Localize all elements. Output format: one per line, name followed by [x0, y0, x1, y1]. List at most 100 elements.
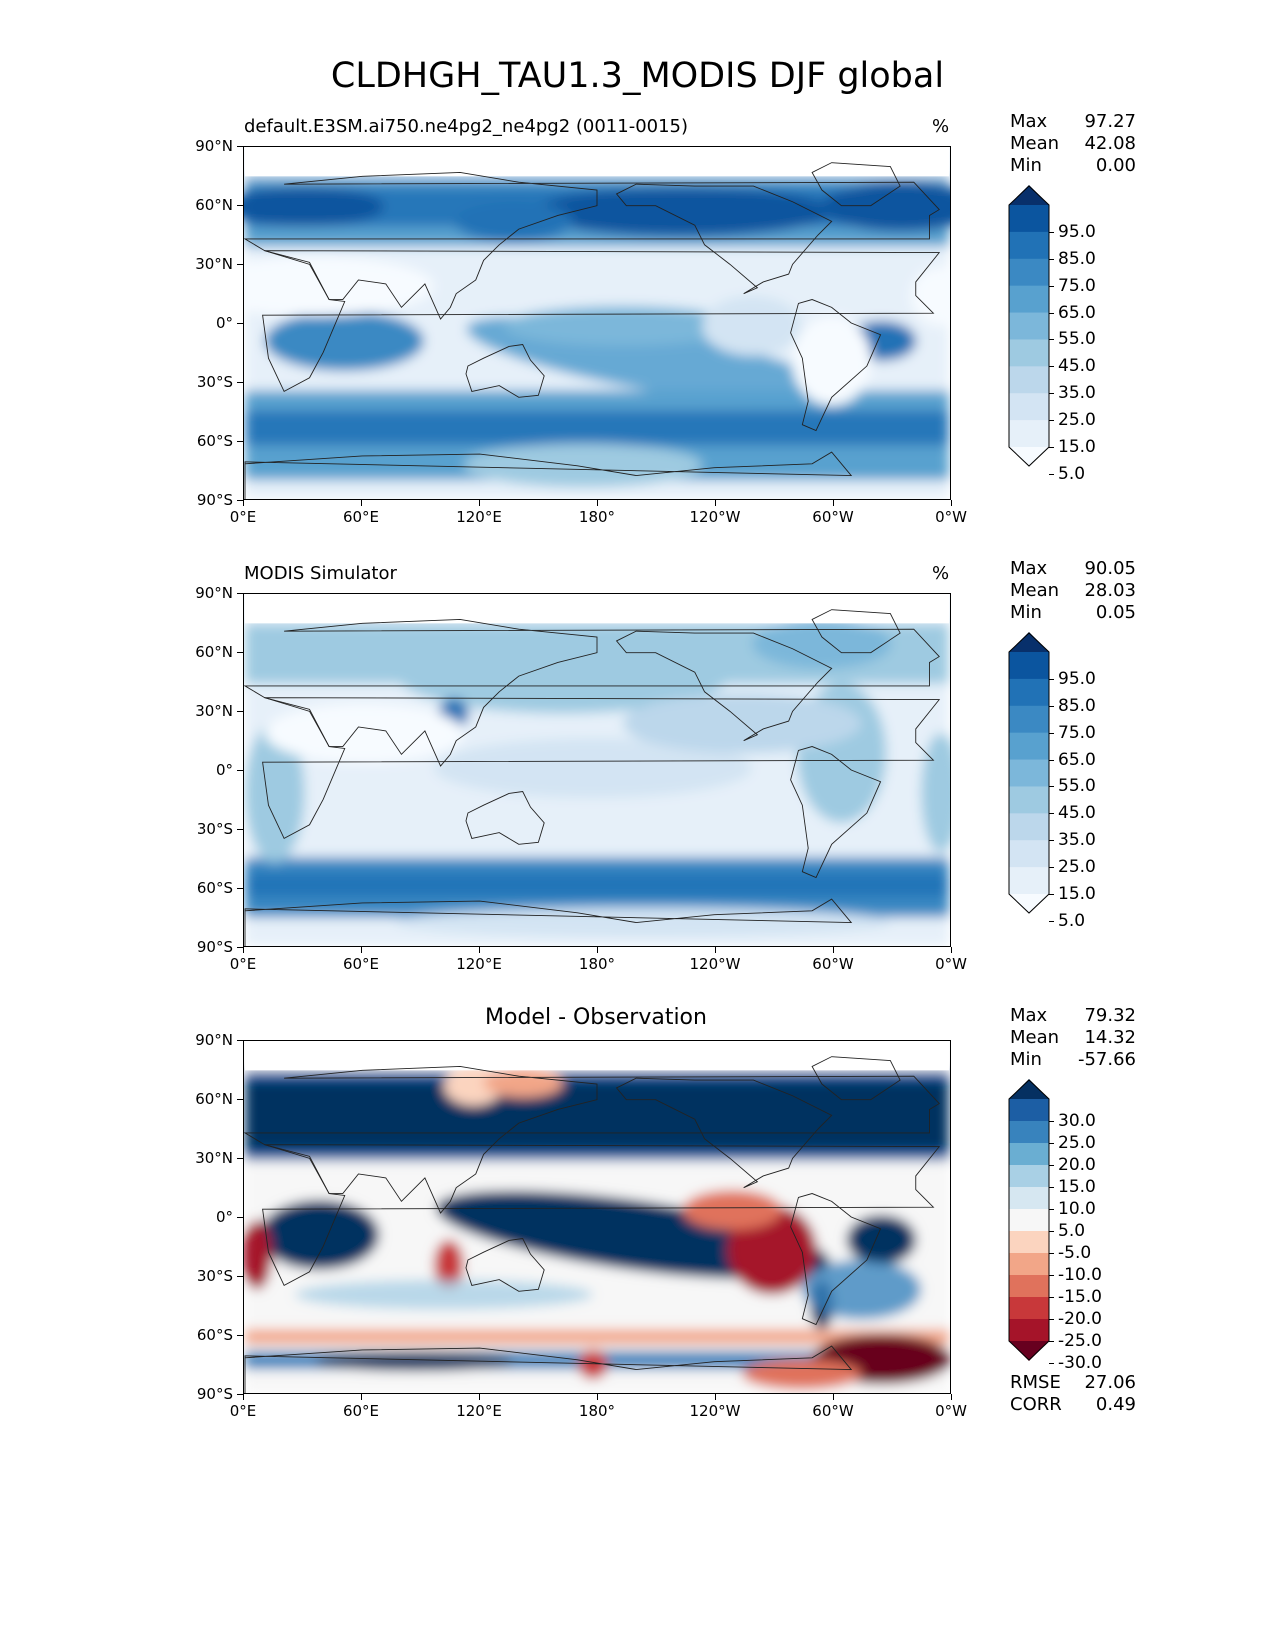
lat-label: 60°S	[196, 432, 233, 450]
lat-label: 90°N	[195, 584, 233, 602]
lat-tick	[237, 770, 243, 771]
colorbar-tick	[1049, 1121, 1054, 1122]
coastline	[244, 898, 853, 946]
colorbar-label: 35.0	[1058, 830, 1096, 851]
lon-tick	[715, 947, 716, 953]
lat-label: 30°S	[196, 373, 233, 391]
stat-min-value: -57.66	[1077, 1049, 1136, 1070]
field-contour	[483, 1067, 564, 1098]
colorbar-tick	[1049, 894, 1054, 895]
lon-label: 60°E	[342, 955, 380, 973]
colorbar-label: -25.0	[1058, 1331, 1102, 1351]
field-contour	[314, 1351, 514, 1372]
colorbar-segment	[1009, 678, 1049, 707]
field-contour	[682, 1190, 782, 1230]
colorbar-label: 30.0	[1058, 1111, 1096, 1131]
map-field	[244, 1041, 950, 1393]
stat-max-label: Max	[1010, 558, 1048, 579]
panel3-title: Model - Observation	[485, 1005, 707, 1030]
coastline	[262, 1144, 941, 1287]
colorbar-tick	[1049, 840, 1054, 842]
lon-tick	[597, 1394, 598, 1400]
lon-label: 120°E	[456, 508, 502, 526]
colorbar-tick	[1049, 366, 1054, 368]
colorbar-label: 25.0	[1058, 410, 1096, 431]
lon-tick	[243, 947, 244, 953]
stat-max-label: Max	[1010, 111, 1048, 132]
panel3-metrics: RMSE 27.06 CORR 0.49	[1010, 1372, 1136, 1416]
colorbar-label: 20.0	[1058, 1155, 1096, 1175]
colorbar-label: 95.0	[1058, 221, 1096, 242]
colorbar-segment	[1009, 1319, 1049, 1342]
colorbar-label: 5.0	[1058, 463, 1086, 484]
lon-tick	[951, 500, 952, 506]
colorbar-tick	[1049, 1363, 1054, 1364]
colorbar-tick	[1049, 920, 1054, 922]
lat-tick	[237, 829, 243, 830]
field-contour	[801, 1259, 922, 1320]
lat-tick	[237, 1394, 243, 1395]
field-contour	[921, 733, 950, 853]
colorbar-segment	[1009, 1297, 1049, 1320]
colorbar-segment	[1009, 1165, 1049, 1188]
stat-max-value: 90.05	[1084, 558, 1136, 579]
colorbar-extend-min	[1009, 894, 1049, 914]
lat-tick	[237, 888, 243, 889]
colorbar-tick	[1049, 285, 1054, 287]
colorbar-label: 65.0	[1058, 302, 1096, 323]
lat-label: 90°N	[195, 1031, 233, 1049]
colorbar-label: 45.0	[1058, 356, 1096, 377]
lon-label: 120°W	[689, 508, 741, 526]
stat-mean-label: Mean	[1010, 580, 1060, 601]
coastline	[790, 1193, 882, 1326]
field-contour	[433, 738, 753, 798]
field-contour	[453, 201, 574, 242]
lat-tick	[237, 1217, 243, 1218]
lon-tick	[597, 500, 598, 506]
colorbar-segment	[1009, 366, 1049, 394]
lat-tick	[237, 264, 243, 265]
lon-tick	[833, 947, 834, 953]
colorbar-label: -10.0	[1058, 1265, 1102, 1285]
stat-mean-label: Mean	[1010, 133, 1060, 154]
colorbar-tick	[1049, 1275, 1054, 1276]
missing-data-cap	[245, 147, 949, 177]
coastline	[811, 162, 901, 207]
lon-tick	[479, 500, 480, 506]
map-field	[244, 147, 950, 499]
colorbar-segment	[1009, 867, 1049, 895]
lat-label: 60°S	[196, 1326, 233, 1344]
colorbar-tick	[1049, 258, 1054, 260]
lon-label: 60°E	[342, 508, 380, 526]
lon-label: 0°W	[935, 508, 967, 526]
panel2-stats: Max 90.05 Mean 28.03 Min 0.05	[1010, 558, 1136, 624]
field-contour	[702, 296, 802, 356]
panel2-title: MODIS Simulator	[244, 563, 397, 584]
lat-label: 90°S	[196, 491, 233, 509]
colorbar-segment	[1009, 258, 1049, 287]
colorbar-label: 10.0	[1058, 1199, 1096, 1219]
coastline	[244, 1345, 853, 1393]
lat-label: 90°S	[196, 938, 233, 956]
coastline	[790, 299, 882, 432]
lat-label: 0°	[215, 1208, 233, 1226]
coastline	[465, 791, 545, 845]
stat-mean-value: 14.32	[1084, 1027, 1136, 1048]
corr-label: CORR	[1010, 1394, 1062, 1415]
coastline	[244, 451, 853, 499]
lon-tick	[715, 500, 716, 506]
lat-tick	[237, 146, 243, 147]
field-contour	[394, 633, 733, 714]
colorbar-segment	[1009, 1099, 1049, 1122]
map-field	[244, 594, 950, 946]
rmse-value: 27.06	[1084, 1372, 1136, 1393]
field-contour	[259, 1200, 380, 1270]
colorbar-tick	[1049, 339, 1054, 341]
lon-label: 60°E	[342, 1402, 380, 1420]
lon-label: 0°E	[229, 508, 257, 526]
lat-tick	[237, 1099, 243, 1100]
colorbar-extend-max	[1009, 185, 1049, 205]
colorbar-difference: 30.0 25.0 20.0 15.0 10.0 5.0 -5.0 -10.0 -15.0 -20…	[1008, 1079, 1102, 1372]
colorbar-tick	[1049, 393, 1054, 395]
lon-label: 0°E	[229, 1402, 257, 1420]
